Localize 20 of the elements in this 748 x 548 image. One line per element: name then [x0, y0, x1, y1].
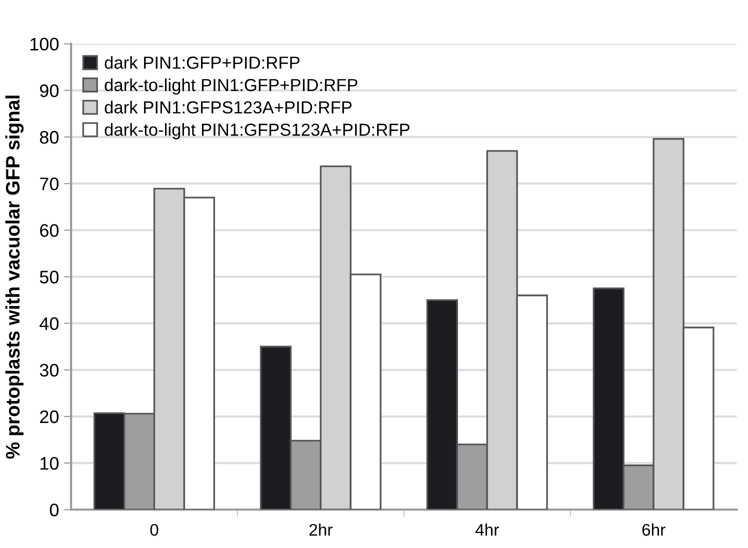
y-axis-title: % protoplasts with vacuolar GFP signal [5, 96, 24, 459]
y-tick-label: 0 [50, 504, 59, 516]
legend-label: dark-to-light PIN1:GFP+PID:RFP [104, 78, 358, 95]
y-tick-label: 60 [40, 224, 59, 237]
legend-label: dark PIN1:GFPS123A+PID:RFP [104, 100, 352, 114]
y-tick-label: 80 [40, 130, 59, 144]
y-tick-label: 20 [40, 410, 59, 424]
legend-label: dark PIN1:GFP+PID:RFP [104, 56, 300, 69]
y-tick-label: 10 [40, 456, 59, 470]
x-tick-label: 4hr [475, 524, 499, 536]
y-tick-label: 40 [40, 317, 59, 330]
y-tick-label: 100 [30, 38, 59, 51]
x-tick-label: 2hr [310, 524, 332, 536]
y-tick-label: 30 [40, 364, 59, 377]
y-tick-label: 90 [40, 84, 59, 98]
legend-label: dark-to-light PIN1:GFPS123A+PID:RFP [104, 123, 410, 140]
x-tick-label: 0 [150, 524, 158, 536]
y-tick-label: 50 [40, 270, 59, 284]
x-tick-label: 6hr [642, 524, 666, 536]
y-tick-label: 70 [40, 178, 59, 190]
